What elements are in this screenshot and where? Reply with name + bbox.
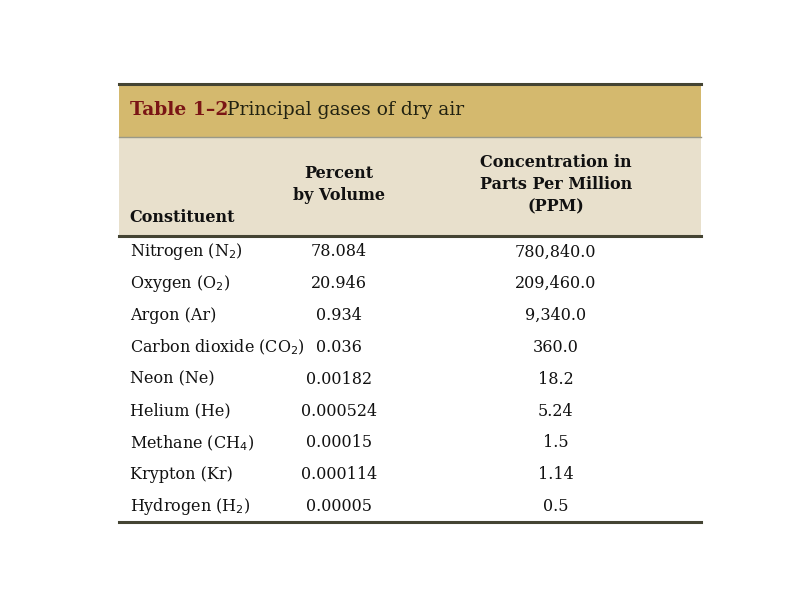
- Text: 209,460.0: 209,460.0: [515, 275, 596, 292]
- Text: Principal gases of dry air: Principal gases of dry air: [214, 101, 464, 119]
- Text: 360.0: 360.0: [533, 339, 578, 356]
- Text: 0.00015: 0.00015: [306, 434, 372, 451]
- Text: Concentration in
Parts Per Million
(PPM): Concentration in Parts Per Million (PPM): [479, 154, 632, 215]
- Text: Hydrogen (H$_2$): Hydrogen (H$_2$): [130, 496, 250, 517]
- Text: Methane (CH$_4$): Methane (CH$_4$): [130, 433, 254, 452]
- Text: 9,340.0: 9,340.0: [525, 307, 586, 324]
- Text: 78.084: 78.084: [310, 244, 366, 260]
- Bar: [118, 83, 702, 137]
- Text: 0.000524: 0.000524: [301, 403, 377, 419]
- Text: 1.5: 1.5: [543, 434, 569, 451]
- Text: Percent
by Volume: Percent by Volume: [293, 165, 385, 204]
- Text: 0.00005: 0.00005: [306, 498, 372, 515]
- Bar: [118, 137, 702, 236]
- Text: 0.000114: 0.000114: [301, 466, 377, 483]
- Text: Oxygen (O$_2$): Oxygen (O$_2$): [130, 273, 230, 294]
- Text: Argon (Ar): Argon (Ar): [130, 307, 216, 324]
- Text: 780,840.0: 780,840.0: [515, 244, 597, 260]
- Text: 1.14: 1.14: [538, 466, 574, 483]
- Text: 0.5: 0.5: [543, 498, 569, 515]
- Text: 0.934: 0.934: [316, 307, 362, 324]
- Text: 0.036: 0.036: [316, 339, 362, 356]
- Text: 0.00182: 0.00182: [306, 371, 372, 388]
- Text: 20.946: 20.946: [310, 275, 366, 292]
- Text: Krypton (Kr): Krypton (Kr): [130, 466, 233, 483]
- Text: Carbon dioxide (CO$_2$): Carbon dioxide (CO$_2$): [130, 338, 305, 357]
- Text: Helium (He): Helium (He): [130, 403, 230, 419]
- Text: Nitrogen (N$_2$): Nitrogen (N$_2$): [130, 241, 242, 262]
- Text: Table 1–2: Table 1–2: [130, 101, 228, 119]
- Text: Constituent: Constituent: [130, 209, 235, 226]
- Text: 18.2: 18.2: [538, 371, 574, 388]
- Text: Neon (Ne): Neon (Ne): [130, 371, 214, 388]
- Text: 5.24: 5.24: [538, 403, 574, 419]
